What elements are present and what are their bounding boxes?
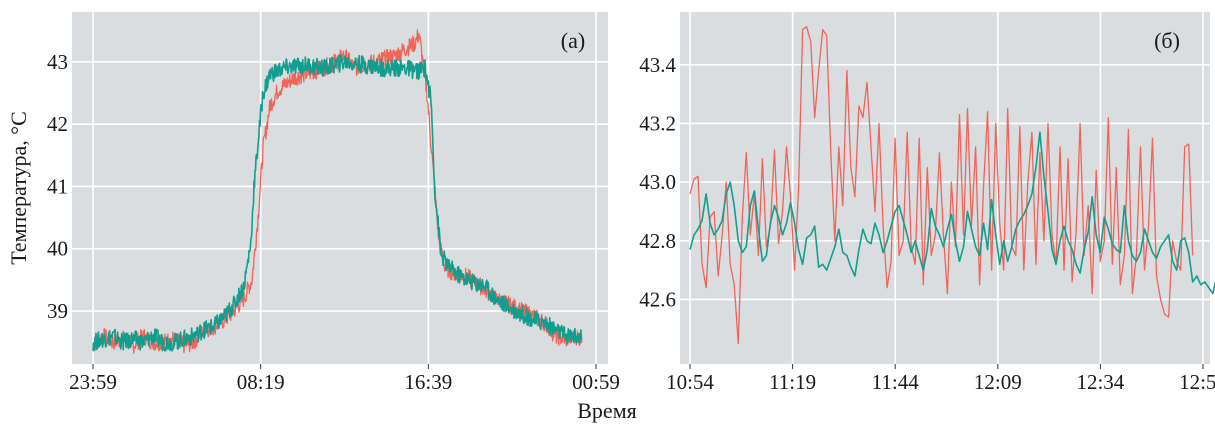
y-tick-label: 39 bbox=[47, 299, 68, 323]
series-line-2 bbox=[92, 54, 583, 352]
panel-b-series bbox=[689, 26, 1215, 345]
y-tick-label: 42.8 bbox=[639, 229, 676, 253]
y-axis-label: Температура, °C bbox=[6, 111, 31, 265]
x-tick-label: 12:34 bbox=[1076, 370, 1124, 394]
x-tick-label: 12:09 bbox=[974, 370, 1022, 394]
panel-a-series bbox=[92, 29, 583, 354]
y-tick-label: 40 bbox=[47, 237, 68, 261]
panel-b: 42.6 42.8 43.0 43.2 43.4 10:54 11:19 11:44 12:09… bbox=[639, 12, 1215, 394]
y-tick-label: 42 bbox=[47, 112, 68, 136]
x-tick-label: 11:19 bbox=[769, 370, 816, 394]
x-axis-label: Время bbox=[577, 398, 636, 423]
x-tick-label: 00:59 bbox=[572, 370, 620, 394]
x-tick-label: 11:44 bbox=[872, 370, 920, 394]
y-tick-label: 41 bbox=[47, 174, 68, 198]
panel-b-ticks: 42.6 42.8 43.0 43.2 43.4 10:54 11:19 11:44 12:09… bbox=[639, 53, 1215, 394]
series-line-1 bbox=[689, 26, 1194, 345]
panel-a-grid bbox=[72, 12, 608, 364]
panel-a-ticks: 39 40 41 42 43 23:59 08:19 16:39 00:59 bbox=[47, 50, 620, 394]
x-tick-label: 16:39 bbox=[404, 370, 452, 394]
series-line-2 bbox=[689, 131, 1215, 295]
panel-b-tag: (б) bbox=[1154, 28, 1180, 53]
x-tick-label: 10:54 bbox=[666, 370, 714, 394]
y-tick-label: 43.2 bbox=[639, 111, 676, 135]
y-tick-label: 43.4 bbox=[639, 53, 676, 77]
x-tick-label: 08:19 bbox=[237, 370, 285, 394]
y-tick-label: 43 bbox=[47, 50, 68, 74]
panel-b-background bbox=[680, 12, 1210, 364]
y-tick-label: 43.0 bbox=[639, 170, 676, 194]
panel-a: 39 40 41 42 43 23:59 08:19 16:39 00:59 (a) bbox=[47, 12, 620, 394]
x-tick-label: 12:59 bbox=[1179, 370, 1215, 394]
panel-b-grid bbox=[680, 12, 1210, 364]
x-tick-label: 23:59 bbox=[69, 370, 117, 394]
panel-a-tag: (a) bbox=[561, 28, 585, 53]
y-tick-label: 42.6 bbox=[639, 287, 676, 311]
